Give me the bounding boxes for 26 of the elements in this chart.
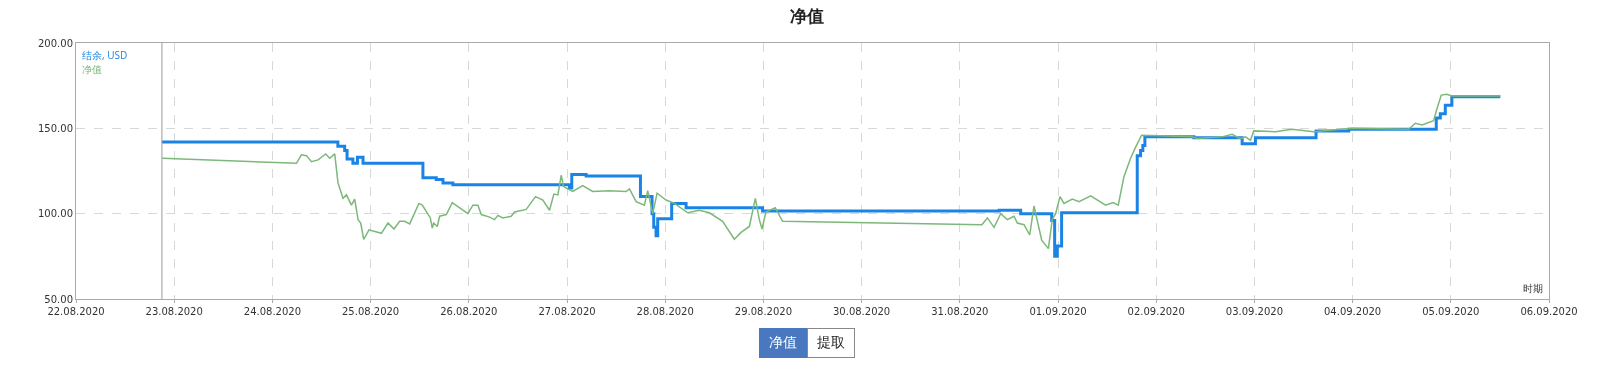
x-tick-label: 25.08.2020 xyxy=(341,306,400,317)
text: 提取 xyxy=(807,328,855,358)
x-tick-label: 06.09.2020 xyxy=(1520,306,1578,317)
x-tick-label: 30.08.2020 xyxy=(832,306,891,317)
text: 净值 xyxy=(82,62,102,76)
y-tick-label: 150.00 xyxy=(38,122,73,134)
x-tick-label: 05.09.2020 xyxy=(1422,306,1480,317)
x-tick-label: 23.08.2020 xyxy=(145,306,203,317)
y-tick-label: 50.00 xyxy=(44,293,73,305)
text: 净值 xyxy=(759,328,807,358)
x-tick-label: 27.08.2020 xyxy=(538,306,596,317)
x-tick-label: 01.09.2020 xyxy=(1029,306,1087,317)
text: 结余, USD xyxy=(82,48,128,62)
y-tick-label: 200.00 xyxy=(38,37,73,49)
x-tick-label: 22.08.2020 xyxy=(47,306,105,317)
x-tick-label: 31.08.2020 xyxy=(931,306,989,317)
y-tick-label: 100.00 xyxy=(38,208,73,220)
x-tick-label: 26.08.2020 xyxy=(440,306,498,317)
x-axis-title: 时期 xyxy=(1523,281,1543,295)
x-tick-label: 03.09.2020 xyxy=(1225,306,1284,317)
x-tick-label: 04.09.2020 xyxy=(1323,306,1382,317)
x-tick-label: 28.08.2020 xyxy=(636,306,694,317)
x-tick-label: 29.08.2020 xyxy=(734,306,793,317)
chart-title: 净值 xyxy=(790,5,824,26)
x-tick-label: 24.08.2020 xyxy=(243,306,302,317)
x-tick-label: 02.09.2020 xyxy=(1127,306,1185,317)
